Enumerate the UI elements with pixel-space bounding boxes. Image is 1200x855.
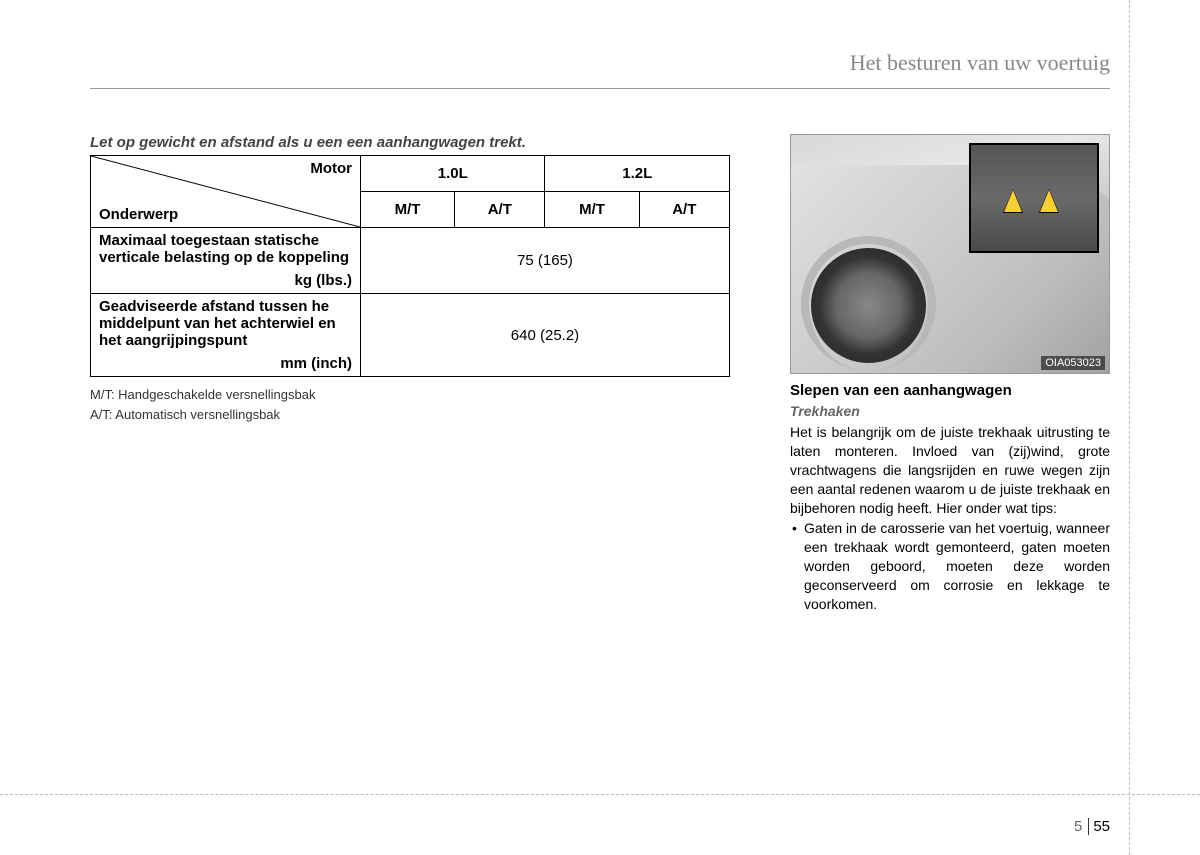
arrow-up-icon — [1040, 190, 1058, 212]
dashed-divider-v — [1129, 0, 1130, 855]
section-title: Slepen van een aanhangwagen — [790, 382, 1110, 399]
figure-inset — [969, 143, 1099, 253]
table-caption: Let op gewicht en afstand als u een een … — [90, 134, 730, 151]
vehicle-figure: OIA053023 — [790, 134, 1110, 374]
left-column: Let op gewicht en afstand als u een een … — [90, 134, 730, 614]
right-column: OIA053023 Slepen van een aanhangwagen Tr… — [790, 134, 1110, 614]
content-area: Let op gewicht en afstand als u een een … — [90, 134, 1110, 614]
diagonal-header-cell: Motor Onderwerp — [91, 156, 361, 228]
trans-col-1: A/T — [455, 192, 545, 228]
legend-mt: M/T: Handgeschakelde versnellingsbak — [90, 385, 730, 405]
row-0-value: 75 (165) — [361, 228, 730, 294]
chapter-number: 5 — [1074, 818, 1089, 835]
trans-col-0: M/T — [361, 192, 455, 228]
section-bullet: Gaten in de carosserie van het voertuig,… — [790, 519, 1110, 613]
page-number: 555 — [1074, 818, 1110, 835]
arrow-up-icon — [1004, 190, 1022, 212]
section-paragraph: Het is belangrijk om de juiste trekhaak … — [790, 423, 1110, 517]
engine-col-1: 1.2L — [545, 156, 730, 192]
weight-distance-table: Motor Onderwerp 1.0L 1.2L M/T A/T M/T A/… — [90, 155, 730, 377]
page-num: 55 — [1093, 818, 1110, 835]
trans-col-3: A/T — [639, 192, 729, 228]
header-onderwerp: Onderwerp — [99, 206, 178, 223]
row-0-label: Maximaal toegestaan statische verticale … — [91, 228, 361, 294]
dashed-divider-h — [0, 794, 1200, 795]
trans-col-2: M/T — [545, 192, 639, 228]
section-subtitle: Trekhaken — [790, 403, 1110, 419]
row-1-value: 640 (25.2) — [361, 294, 730, 377]
engine-col-0: 1.0L — [361, 156, 545, 192]
row-1-label: Geadviseerde afstand tussen he middelpun… — [91, 294, 361, 377]
legend-at: A/T: Automatisch versnellingsbak — [90, 405, 730, 425]
header-motor: Motor — [310, 160, 352, 177]
page-header: Het besturen van uw voertuig — [90, 50, 1110, 89]
table-legend: M/T: Handgeschakelde versnellingsbak A/T… — [90, 385, 730, 424]
figure-code: OIA053023 — [1041, 356, 1105, 370]
